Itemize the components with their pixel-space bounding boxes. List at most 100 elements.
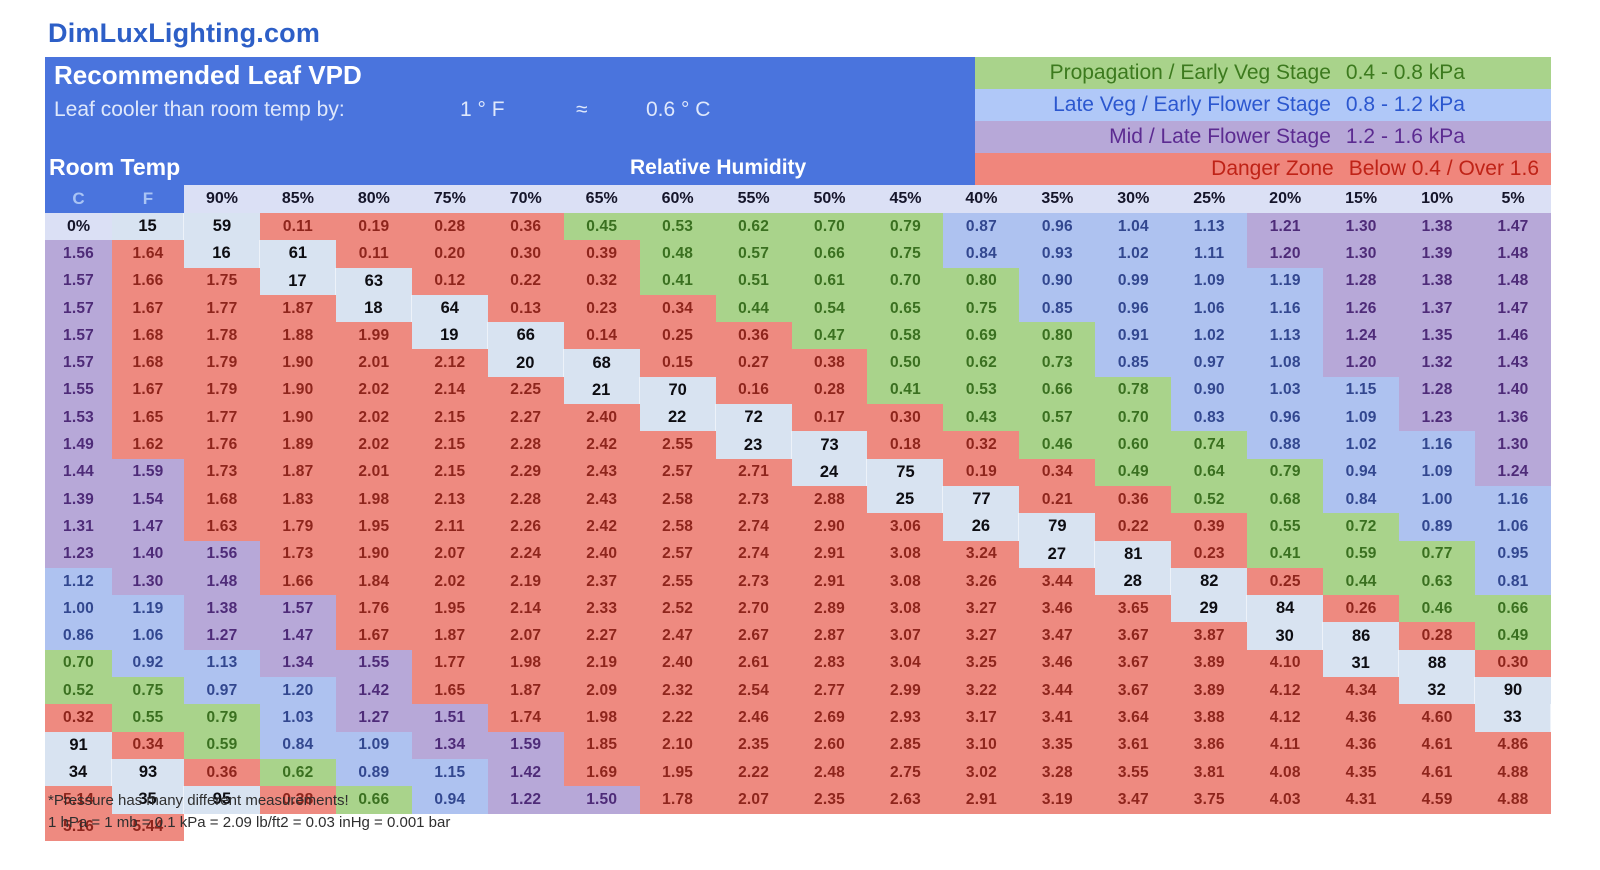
- vpd-cell: 1.06: [1171, 294, 1248, 323]
- vpd-cell: 0.77: [1399, 540, 1476, 568]
- vpd-cell: 0.55: [112, 704, 184, 732]
- temp-f-cell: 93: [112, 758, 184, 787]
- vpd-cell: 1.87: [487, 677, 564, 705]
- vpd-cell: 4.36: [1323, 731, 1400, 759]
- vpd-cell: 2.19: [563, 649, 640, 678]
- vpd-cell: 2.73: [715, 567, 792, 596]
- vpd-cell: 1.12: [45, 567, 112, 596]
- vpd-cell: 1.47: [259, 622, 336, 650]
- vpd-cell: 1.34: [411, 731, 488, 759]
- vpd-cell: 0.30: [867, 404, 944, 432]
- vpd-cell: 0.44: [715, 294, 792, 323]
- vpd-cell: 1.09: [335, 731, 412, 759]
- vpd-cell: 3.17: [943, 704, 1020, 732]
- legend-row-propagation: Propagation / Early Veg Stage 0.4 - 0.8 …: [975, 57, 1551, 89]
- leaf-cooler-label: Leaf cooler than room temp by:: [54, 98, 345, 121]
- vpd-cell: 0.97: [184, 677, 260, 705]
- vpd-cell: 2.26: [487, 513, 564, 541]
- vpd-cell: 0.27: [715, 349, 792, 377]
- vpd-cell: 1.24: [1475, 458, 1551, 486]
- vpd-cell: 1.89: [259, 431, 336, 459]
- vpd-cell: 3.27: [943, 595, 1020, 623]
- vpd-cell: 0.41: [867, 376, 944, 405]
- vpd-cell: 0.78: [1095, 376, 1172, 405]
- vpd-cell: 0.49: [1475, 622, 1551, 650]
- vpd-cell: 2.02: [335, 404, 412, 432]
- vpd-cell: 0.20: [411, 240, 488, 268]
- vpd-cell: 2.15: [411, 404, 488, 432]
- leaf-diff-fahrenheit: 1 ° F: [460, 98, 505, 121]
- temp-f-cell: 77: [943, 485, 1020, 514]
- vpd-cell: 0.84: [943, 240, 1020, 268]
- vpd-cell: 1.40: [1475, 376, 1551, 405]
- vpd-cell: 0.86: [45, 622, 112, 650]
- vpd-cell: 1.53: [45, 404, 112, 432]
- vpd-cell: 2.74: [715, 513, 792, 541]
- celsius-header-cell: C: [45, 185, 112, 213]
- vpd-cell: 2.43: [563, 458, 640, 486]
- vpd-cell: 2.14: [487, 595, 564, 623]
- relative-humidity-label: Relative Humidity: [630, 156, 807, 179]
- vpd-cell: 0.53: [943, 376, 1020, 405]
- vpd-cell: 1.16: [1475, 485, 1551, 514]
- temp-f-cell: 59: [184, 213, 260, 241]
- vpd-cell: 2.48: [791, 758, 868, 787]
- vpd-cell: 1.06: [1475, 513, 1551, 541]
- vpd-cell: 0.81: [1475, 567, 1551, 596]
- vpd-cell: 0.52: [1171, 485, 1248, 514]
- vpd-cell: 3.44: [1019, 677, 1096, 705]
- temp-f-cell: 91: [45, 731, 112, 759]
- vpd-cell: 1.83: [259, 485, 336, 514]
- vpd-cell: 0.54: [791, 294, 868, 323]
- vpd-cell: 0.18: [867, 431, 944, 459]
- vpd-cell: 2.07: [715, 786, 792, 814]
- vpd-cell: 1.87: [259, 458, 336, 486]
- vpd-cell: 1.13: [1247, 322, 1324, 350]
- vpd-cell: 1.02: [1171, 322, 1248, 350]
- vpd-cell: 3.35: [1019, 731, 1096, 759]
- vpd-cell: 3.07: [867, 622, 944, 650]
- vpd-cell: 1.28: [1323, 267, 1400, 295]
- vpd-cell: 1.15: [1323, 376, 1400, 405]
- vpd-cell: 0.64: [1171, 458, 1248, 486]
- vpd-cell: 1.48: [184, 567, 260, 596]
- vpd-cell: 2.43: [563, 485, 640, 514]
- vpd-cell: 1.35: [1399, 322, 1476, 350]
- vpd-cell: 3.67: [1095, 622, 1172, 650]
- vpd-cell: 2.93: [867, 704, 944, 732]
- vpd-cell: 3.04: [867, 649, 944, 678]
- vpd-cell: 4.12: [1247, 704, 1324, 732]
- vpd-cell: 2.15: [411, 458, 488, 486]
- rh-header-cell: 65%: [563, 185, 640, 213]
- vpd-cell: 0.90: [1019, 267, 1096, 295]
- vpd-cell: 0.59: [184, 731, 260, 759]
- temp-c-cell: 34: [45, 758, 112, 787]
- rh-header-cell: 60%: [639, 185, 716, 213]
- temp-f-cell: 68: [563, 349, 640, 377]
- vpd-cell: 3.89: [1171, 677, 1248, 705]
- vpd-cell: 1.77: [184, 404, 260, 432]
- vpd-cell: 2.02: [411, 567, 488, 596]
- vpd-cell: 2.83: [791, 649, 868, 678]
- temp-c-cell: 25: [867, 485, 944, 514]
- vpd-cell: 1.00: [1399, 485, 1476, 514]
- vpd-cell: 0.16: [715, 376, 792, 405]
- vpd-cell: 2.28: [487, 431, 564, 459]
- vpd-cell: 3.67: [1095, 649, 1172, 678]
- vpd-cell: 1.95: [335, 513, 412, 541]
- vpd-cell: 1.79: [184, 376, 260, 405]
- temp-c-cell: 23: [715, 431, 792, 459]
- vpd-cell: 0.70: [45, 649, 112, 678]
- vpd-cell: 0.65: [867, 294, 944, 323]
- vpd-cell: 1.55: [45, 376, 112, 405]
- vpd-cell: 1.28: [1399, 376, 1476, 405]
- vpd-cell: 2.42: [563, 513, 640, 541]
- rh-header-cell: 35%: [1019, 185, 1096, 213]
- vpd-cell: 1.88: [259, 322, 336, 350]
- vpd-cell: 0.49: [1095, 458, 1172, 486]
- vpd-cell: 1.79: [184, 349, 260, 377]
- vpd-cell: 0.51: [715, 267, 792, 295]
- vpd-cell: 1.13: [184, 649, 260, 678]
- rh-header-cell: 10%: [1399, 185, 1476, 213]
